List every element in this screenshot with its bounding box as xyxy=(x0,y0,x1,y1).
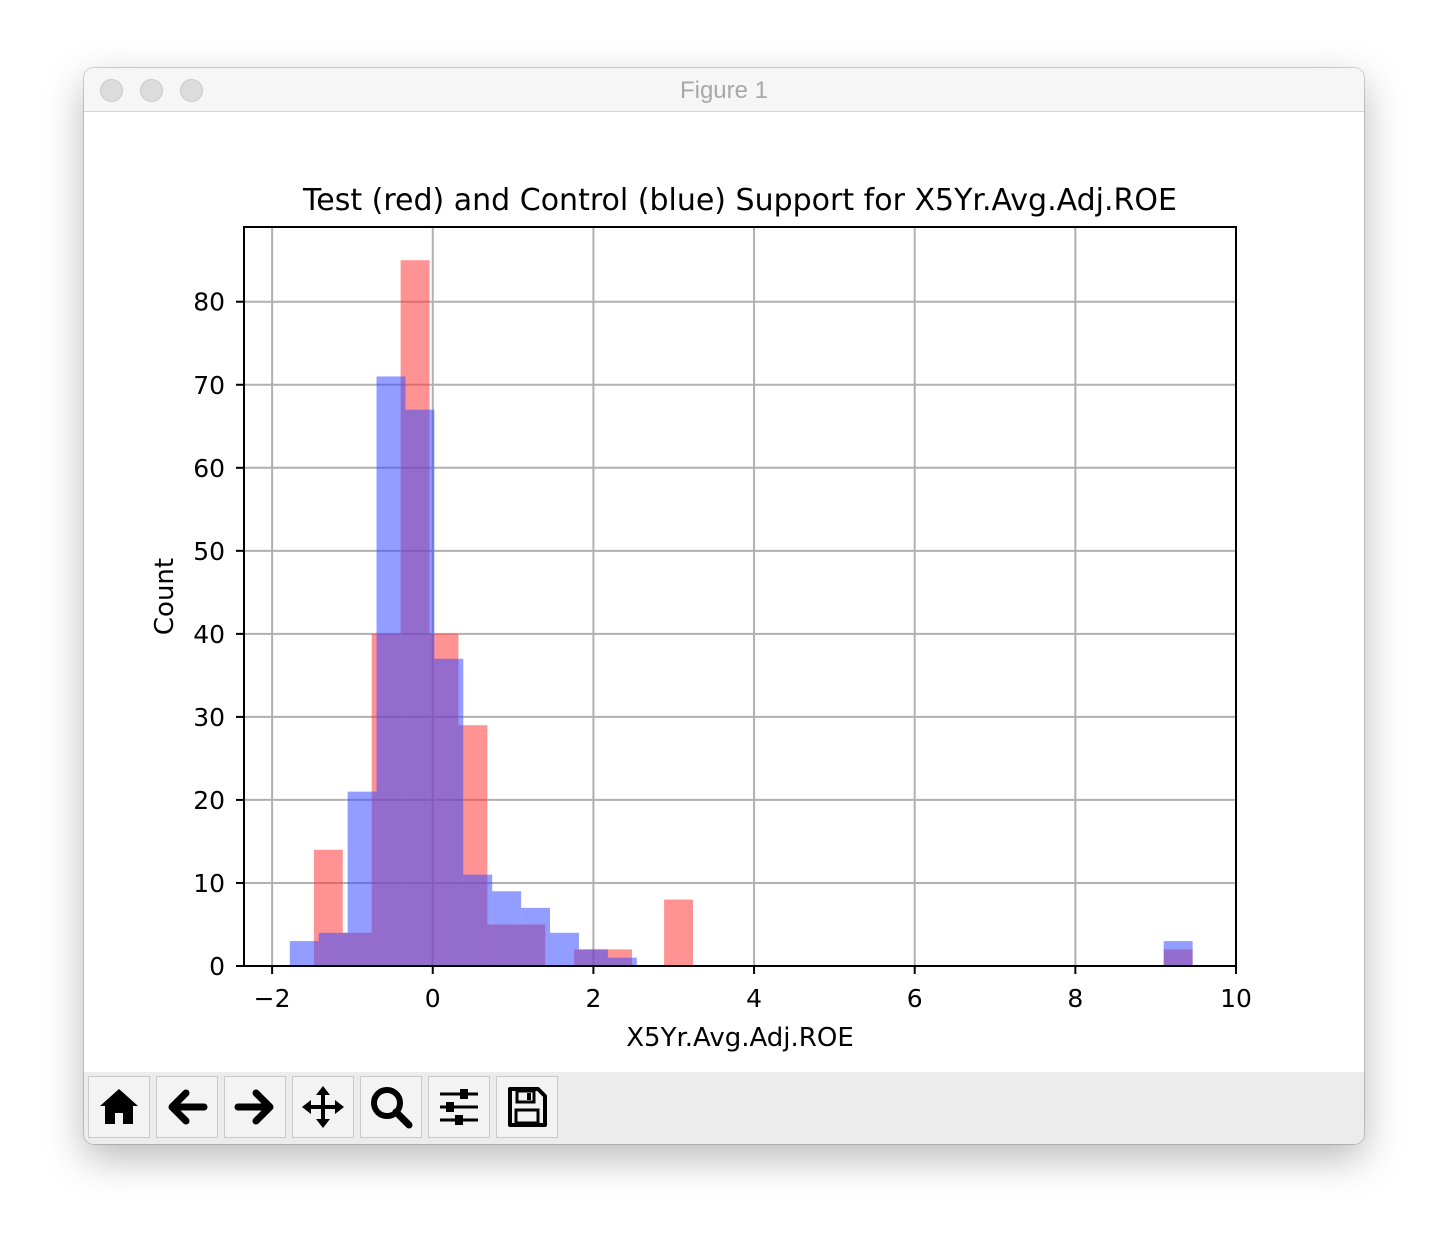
blue-histogram-bar xyxy=(318,932,348,966)
x-tick-label: 8 xyxy=(1067,984,1083,1013)
figure-window: Figure 1 Test (red) and Control (blue) S… xyxy=(84,68,1364,1144)
histogram-bars xyxy=(289,260,1193,966)
y-axis-label: Count xyxy=(150,558,180,635)
configure-subplots-button[interactable] xyxy=(428,1076,490,1138)
y-tick-label: 80 xyxy=(193,288,225,317)
x-tick-label: 10 xyxy=(1220,984,1252,1013)
x-tick-label: 0 xyxy=(425,984,441,1013)
blue-histogram-bar xyxy=(405,409,435,966)
blue-histogram-bar xyxy=(578,949,608,966)
zoom-button[interactable] xyxy=(360,1076,422,1138)
back-button[interactable] xyxy=(156,1076,218,1138)
blue-histogram-bar xyxy=(550,932,579,966)
navigation-toolbar xyxy=(84,1072,1364,1144)
chart-title: Test (red) and Control (blue) Support fo… xyxy=(302,183,1177,218)
magnifier-icon xyxy=(371,1087,413,1129)
blue-histogram-bar xyxy=(289,941,319,966)
red-histogram-bar xyxy=(664,899,694,966)
forward-button[interactable] xyxy=(224,1076,286,1138)
x-axis-label: X5Yr.Avg.Adj.ROE xyxy=(626,1023,854,1053)
x-tick-label: 4 xyxy=(746,984,762,1013)
x-tick-label: 2 xyxy=(585,984,601,1013)
x-tick-label: −2 xyxy=(254,984,291,1013)
zoom-window-button[interactable] xyxy=(180,79,203,102)
y-tick-label: 60 xyxy=(193,454,225,483)
y-tick-label: 30 xyxy=(193,703,225,732)
home-icon xyxy=(100,1089,138,1124)
blue-histogram-bar xyxy=(607,957,637,966)
minimize-window-button[interactable] xyxy=(140,79,163,102)
pan-button[interactable] xyxy=(292,1076,354,1138)
y-tick-label: 50 xyxy=(193,537,225,566)
home-button[interactable] xyxy=(88,1076,150,1138)
axis-ticks: −2 0 2 4 6 8 10 0 10 20 30 40 50 60 70 80 xyxy=(193,288,1252,1013)
blue-histogram-bar xyxy=(463,874,493,966)
sliders-icon xyxy=(440,1089,478,1125)
y-tick-label: 70 xyxy=(193,371,225,400)
plot-frame xyxy=(243,226,1237,967)
figure-canvas[interactable]: Test (red) and Control (blue) Support fo… xyxy=(84,112,1364,1072)
save-button[interactable] xyxy=(496,1076,558,1138)
window-title: Figure 1 xyxy=(679,77,769,104)
title-bar: Figure 1 xyxy=(84,68,1364,112)
blue-histogram-bar xyxy=(434,658,464,966)
blue-histogram-bar xyxy=(347,791,377,966)
floppy-disk-icon xyxy=(508,1087,547,1127)
histogram-chart: Test (red) and Control (blue) Support fo… xyxy=(150,183,1252,1053)
blue-histogram-bar xyxy=(1163,941,1193,966)
close-window-button[interactable] xyxy=(100,79,123,102)
blue-histogram-bar xyxy=(492,891,522,966)
arrow-right-icon xyxy=(234,1089,274,1125)
y-tick-label: 40 xyxy=(193,620,225,649)
y-tick-label: 10 xyxy=(193,869,225,898)
grid-lines xyxy=(244,227,1237,967)
y-tick-label: 20 xyxy=(193,786,225,815)
blue-histogram-bar xyxy=(521,907,551,966)
blue-histogram-bar xyxy=(376,376,406,966)
x-tick-label: 6 xyxy=(907,984,923,1013)
move-icon xyxy=(302,1086,344,1128)
arrow-left-icon xyxy=(168,1089,208,1125)
y-tick-label: 0 xyxy=(209,952,225,981)
